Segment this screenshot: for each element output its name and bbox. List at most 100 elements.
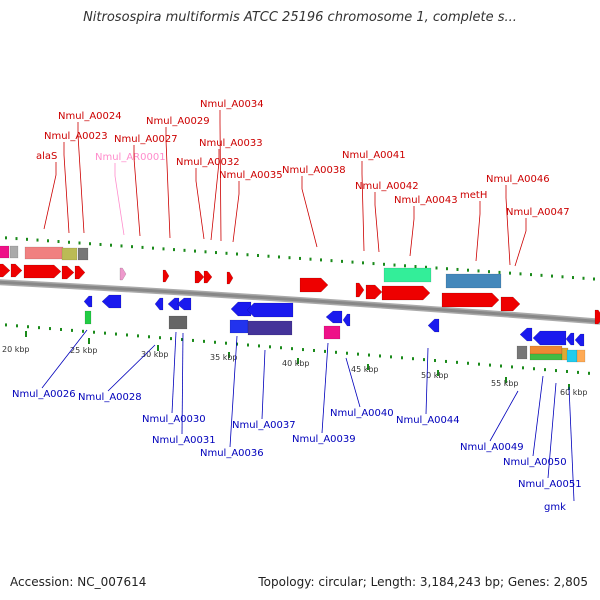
feature-block: [323, 325, 341, 340]
forward-ruler-tick: [78, 241, 81, 245]
reverse-gene-label: Nmul_A0050: [503, 457, 567, 468]
forward-ruler-tick: [246, 253, 249, 257]
forward-gene-label: Nmul_A0038: [282, 165, 346, 176]
forward-ruler-tick: [540, 273, 543, 277]
forward-leader-line: [514, 218, 527, 267]
rna-gene: [119, 267, 127, 281]
reverse-ruler-tick: [27, 325, 29, 329]
reverse-ruler-tick: [324, 349, 326, 353]
forward-gene-label: alaS: [36, 151, 57, 162]
forward-ruler-tick: [425, 265, 427, 269]
forward-leader-line: [133, 145, 141, 237]
topology-summary: Topology: circular; Length: 3,184,243 bp…: [258, 575, 588, 589]
feature-block: [168, 315, 188, 330]
forward-ruler-tick: [47, 239, 49, 243]
reverse-ruler-tick: [115, 332, 117, 336]
forward-gene: [10, 263, 23, 278]
reverse-ruler-tick: [335, 350, 337, 354]
reverse-gene-label: Nmul_A0026: [12, 389, 76, 400]
forward-gene: [226, 271, 234, 285]
forward-ruler-tick: [162, 247, 165, 251]
reverse-ruler-tick: [269, 345, 271, 349]
kbp-label: 55 kbp: [491, 379, 519, 388]
reverse-ruler-tick: [148, 335, 150, 339]
forward-ruler-tick: [330, 259, 333, 263]
forward-gene: [194, 270, 205, 284]
major-tick: [228, 352, 230, 358]
reverse-gene: [532, 330, 567, 346]
forward-gene-label: Nmul_A0042: [355, 181, 419, 192]
forward-ruler-tick: [488, 270, 490, 274]
reverse-leader-line: [345, 357, 361, 408]
kbp-label: 45 kbp: [351, 365, 379, 374]
reverse-leader-line: [41, 329, 88, 389]
forward-ruler-tick: [498, 270, 501, 274]
reverse-gene-label: Nmul_A0049: [460, 442, 524, 453]
forward-gene-label: Nmul_AR0001: [95, 152, 166, 163]
feature-block: [61, 247, 78, 261]
forward-gene-label: metH: [460, 190, 487, 201]
accession-text: Accession: NC_007614: [10, 575, 147, 589]
forward-ruler-tick: [351, 260, 354, 264]
reverse-leader-line: [568, 386, 575, 502]
reverse-leader-line: [547, 382, 557, 479]
feature-block: [566, 349, 578, 363]
forward-gene-label: Nmul_A0023: [44, 131, 108, 142]
major-tick: [437, 370, 439, 376]
reverse-leader-line: [107, 344, 156, 392]
reverse-ruler-tick: [368, 353, 370, 357]
reverse-ruler-tick: [544, 368, 546, 372]
reverse-ruler-tick: [126, 333, 128, 337]
reverse-ruler-tick: [566, 369, 568, 373]
forward-ruler-tick: [131, 245, 133, 249]
forward-ruler-tick: [267, 254, 270, 258]
major-tick: [505, 377, 507, 383]
reverse-ruler-tick: [247, 343, 249, 347]
forward-gene-label: Nmul_A0047: [506, 207, 570, 218]
forward-ruler-tick: [393, 263, 396, 267]
reverse-ruler-tick: [137, 334, 139, 338]
forward-leader-line: [210, 149, 220, 241]
forward-ruler-tick: [477, 269, 480, 273]
forward-ruler-tick: [509, 271, 511, 275]
reverse-ruler-tick: [258, 344, 260, 348]
forward-ruler-tick: [110, 243, 112, 247]
reverse-ruler-tick: [412, 357, 414, 361]
reverse-ruler-tick: [555, 369, 557, 373]
forward-gene: [365, 284, 383, 300]
reverse-gene: [519, 327, 533, 342]
kbp-label: 25 kbp: [70, 346, 98, 355]
forward-gene-label: Nmul_A0043: [394, 195, 458, 206]
reverse-gene: [427, 318, 440, 333]
reverse-ruler-tick: [379, 354, 381, 358]
reverse-ruler-tick: [170, 337, 172, 341]
reverse-ruler-tick: [104, 331, 106, 335]
forward-leader-line: [77, 122, 85, 234]
reverse-ruler-tick: [5, 323, 7, 327]
forward-ruler-tick: [372, 262, 375, 266]
reverse-gene-label: Nmul_A0040: [330, 408, 394, 419]
reverse-ruler-tick: [302, 348, 304, 352]
forward-leader-line: [361, 161, 365, 252]
backbone-line: [0, 280, 600, 324]
forward-gene: [61, 265, 75, 280]
feature-block: [247, 320, 293, 336]
forward-ruler-tick: [204, 250, 207, 254]
feature-block: [445, 273, 502, 289]
reverse-gene-label: Nmul_A0031: [152, 435, 216, 446]
reverse-ruler-tick: [478, 362, 480, 366]
reverse-leader-line: [171, 331, 177, 414]
forward-ruler-tick: [15, 237, 18, 241]
reverse-ruler-tick: [82, 329, 84, 333]
reverse-leader-line: [425, 347, 429, 415]
forward-gene-label: Nmul_A0024: [58, 111, 122, 122]
forward-gene-label: Nmul_A0033: [199, 138, 263, 149]
forward-ruler-tick: [152, 246, 154, 250]
forward-gene: [500, 296, 521, 312]
forward-ruler-tick: [530, 273, 532, 277]
kbp-label: 60 kbp: [560, 388, 588, 397]
feature-block: [529, 353, 563, 361]
reverse-ruler-tick: [16, 324, 18, 328]
forward-gene: [299, 277, 329, 293]
reverse-ruler-tick: [533, 367, 535, 371]
